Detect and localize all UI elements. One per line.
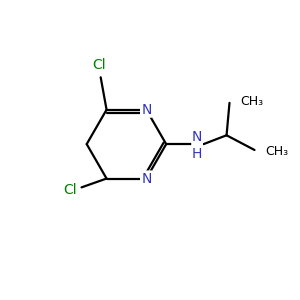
Text: N
H: N H bbox=[192, 130, 202, 161]
Text: Cl: Cl bbox=[64, 183, 77, 197]
Text: N: N bbox=[141, 103, 152, 117]
Text: N: N bbox=[141, 172, 152, 185]
Text: Cl: Cl bbox=[92, 58, 106, 72]
Text: CH₃: CH₃ bbox=[240, 95, 263, 108]
Text: CH₃: CH₃ bbox=[265, 145, 288, 158]
